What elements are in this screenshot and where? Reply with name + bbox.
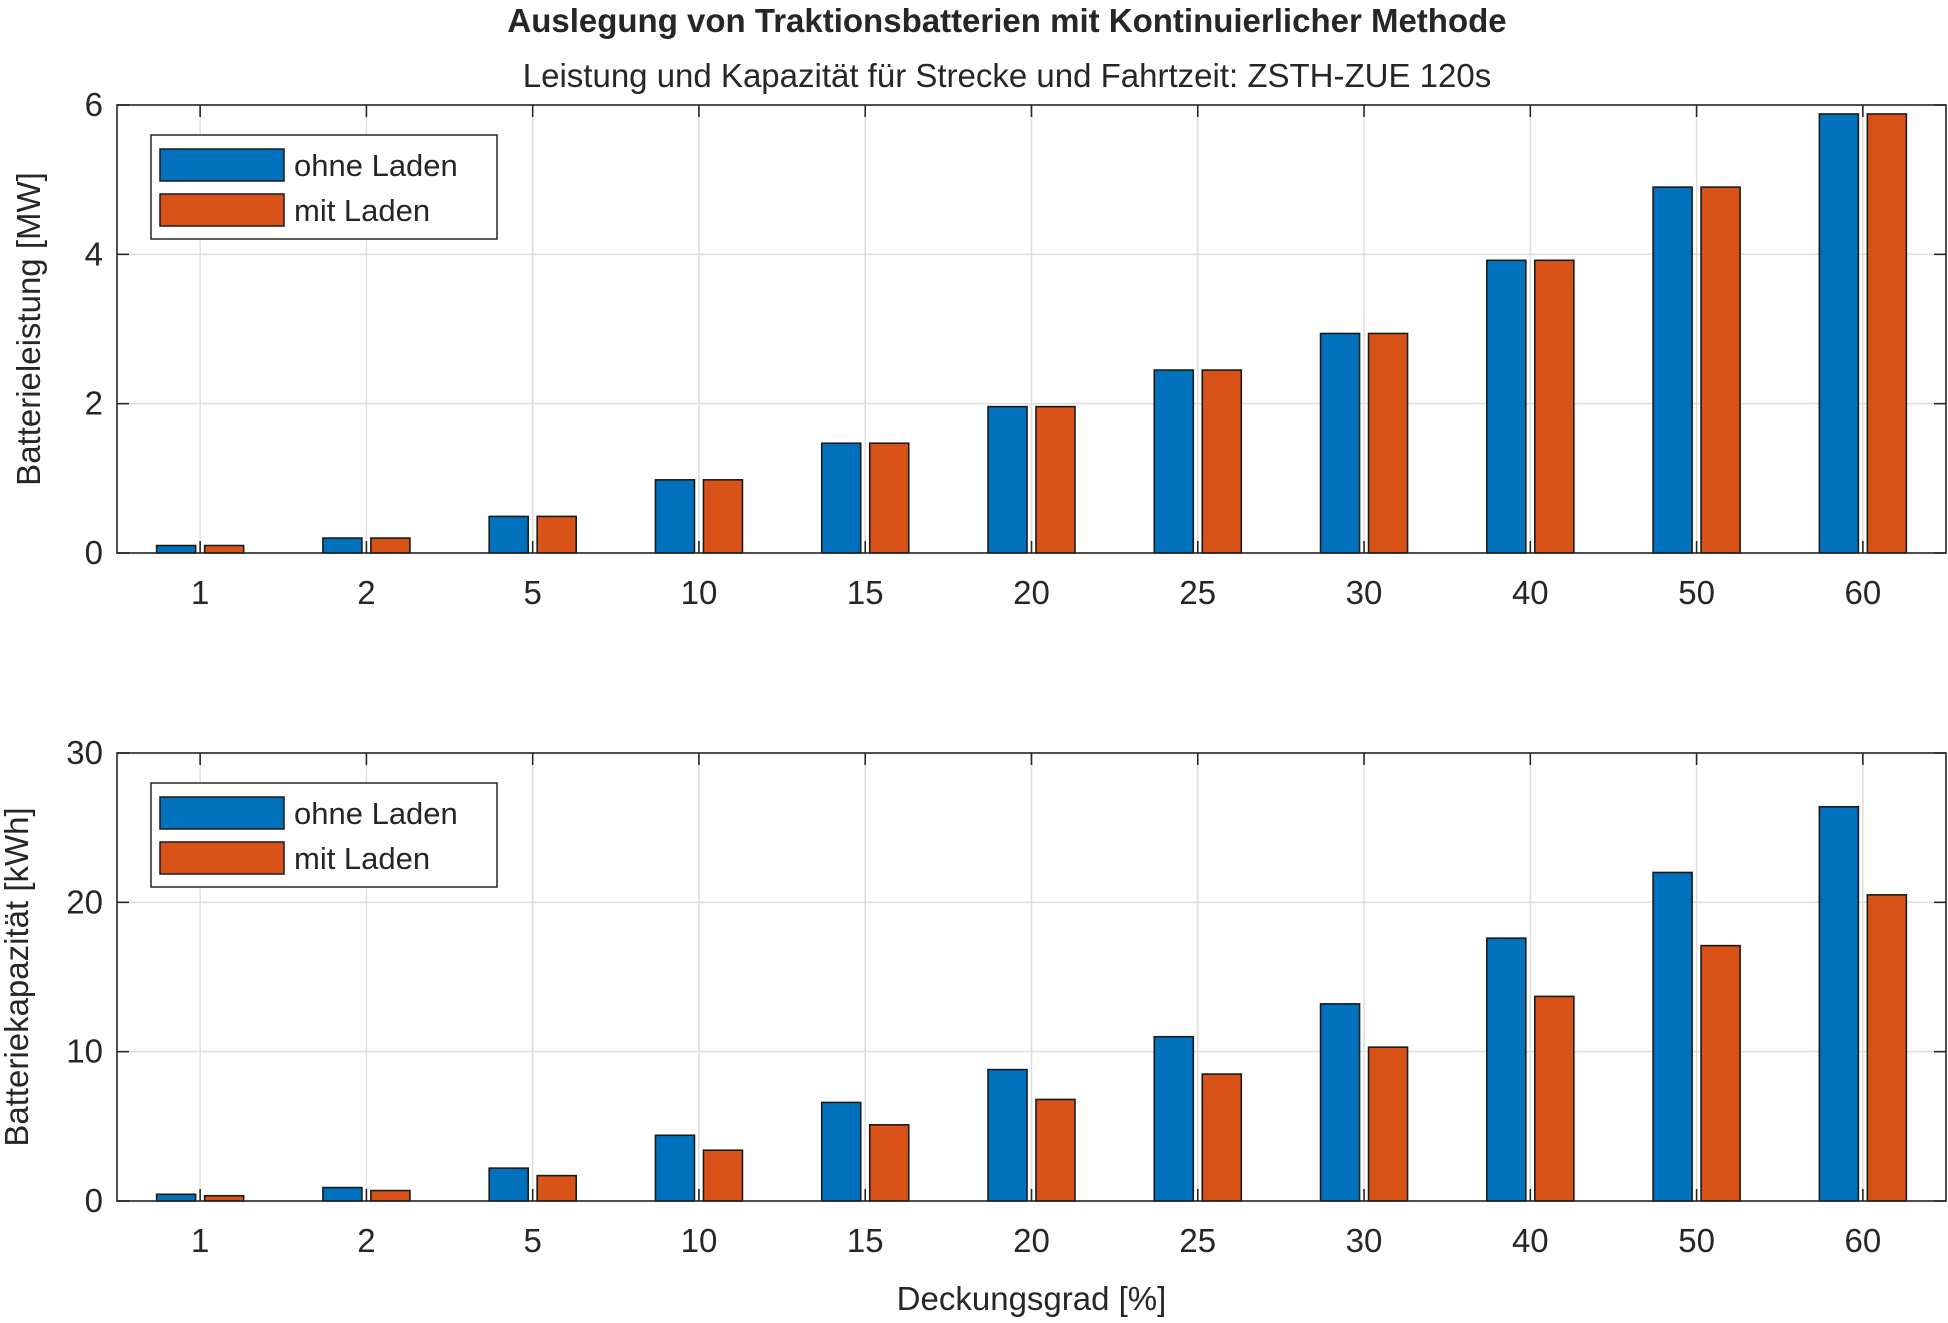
bar-ohne-laden-5 [488,515,529,554]
bar-ohne-laden-1 [155,1193,197,1202]
bar-ohne-laden-30 [1319,332,1361,554]
x-tick-label: 15 [847,574,884,611]
x-tick-label: 10 [681,574,718,611]
bar-ohne-laden-30 [1319,1003,1361,1202]
x-tick-label: 25 [1179,574,1216,611]
bar-mit-laden-2 [370,537,411,554]
bar-mit-laden-25 [1201,369,1243,554]
x-tick-label: 10 [681,1222,718,1259]
legend-swatch-mit-laden [159,193,285,227]
legend-swatch-mit-laden [159,841,285,875]
bar-mit-laden-15 [868,442,910,554]
y-axis-label: Batterieleistung [MW] [10,172,47,486]
bar-ohne-laden-40 [1486,259,1527,554]
legend: ohne Laden mit Laden [150,782,498,888]
x-tick-label: 20 [1013,574,1050,611]
bar-ohne-laden-50 [1652,871,1693,1202]
bar-ohne-laden-15 [820,442,862,554]
x-tick-label: 40 [1512,574,1549,611]
x-tick-label: 30 [1346,1222,1383,1259]
bar-ohne-laden-50 [1652,186,1693,554]
bar-ohne-laden-1 [155,544,197,554]
bar-ohne-laden-20 [987,1068,1028,1202]
bar-mit-laden-10 [702,479,744,554]
bar-mit-laden-60 [1866,113,1908,554]
bar-mit-laden-1 [203,544,245,554]
y-tick-label: 10 [66,1033,103,1070]
x-tick-label: 50 [1678,574,1715,611]
bar-mit-laden-50 [1700,944,1741,1202]
bar-mit-laden-30 [1367,332,1409,554]
bar-ohne-laden-25 [1153,369,1195,554]
bar-ohne-laden-10 [654,1134,696,1202]
x-tick-label: 2 [357,574,375,611]
bar-mit-laden-2 [370,1189,411,1202]
bar-ohne-laden-5 [488,1167,529,1202]
bar-ohne-laden-20 [987,405,1028,554]
x-tick-label: 5 [524,574,542,611]
bar-ohne-laden-60 [1818,805,1860,1202]
bar-mit-laden-20 [1035,405,1076,554]
legend-label-ohne-laden: ohne Laden [294,148,458,183]
chart-subtitle: Leistung und Kapazität für Strecke und F… [523,57,1491,94]
x-tick-label: 20 [1013,1222,1050,1259]
bar-mit-laden-5 [536,515,577,554]
legend-label-mit-laden: mit Laden [294,841,430,876]
y-tick-label: 4 [85,235,103,272]
bar-ohne-laden-25 [1153,1035,1195,1202]
y-tick-label: 30 [66,734,103,771]
bar-ohne-laden-2 [322,1186,363,1202]
bar-mit-laden-5 [536,1174,577,1202]
x-tick-label: 5 [524,1222,542,1259]
legend-swatch-ohne-laden [159,796,285,830]
bar-mit-laden-10 [702,1149,744,1202]
x-tick-label: 40 [1512,1222,1549,1259]
bar-ohne-laden-10 [654,479,696,554]
x-tick-label: 60 [1845,1222,1882,1259]
y-tick-label: 0 [85,1182,103,1219]
x-axis-label: Deckungsgrad [%] [897,1280,1167,1317]
bar-mit-laden-30 [1367,1046,1409,1202]
x-tick-label: 2 [357,1222,375,1259]
bar-ohne-laden-2 [322,537,363,554]
bar-mit-laden-15 [868,1124,910,1202]
bar-ohne-laden-40 [1486,937,1527,1202]
y-tick-label: 20 [66,883,103,920]
bar-mit-laden-50 [1700,186,1741,554]
legend-swatch-ohne-laden [159,148,285,182]
bar-mit-laden-40 [1534,995,1575,1202]
bar-ohne-laden-60 [1818,113,1860,554]
x-tick-label: 25 [1179,1222,1216,1259]
x-tick-label: 15 [847,1222,884,1259]
y-tick-label: 6 [85,86,103,123]
bar-ohne-laden-15 [820,1101,862,1202]
chart-title: Auslegung von Traktionsbatterien mit Kon… [507,2,1506,39]
bar-mit-laden-40 [1534,259,1575,554]
x-tick-label: 1 [191,574,209,611]
y-tick-label: 0 [85,534,103,571]
y-axis-label: Batteriekapazität [kWh] [0,807,35,1146]
x-tick-label: 30 [1346,574,1383,611]
legend-label-ohne-laden: ohne Laden [294,796,458,831]
legend: ohne Laden mit Laden [150,134,498,240]
bar-mit-laden-20 [1035,1098,1076,1202]
x-tick-label: 50 [1678,1222,1715,1259]
bar-mit-laden-60 [1866,894,1908,1202]
bar-mit-laden-25 [1201,1073,1243,1202]
y-tick-label: 2 [85,385,103,422]
x-tick-label: 60 [1845,574,1882,611]
legend-label-mit-laden: mit Laden [294,193,430,228]
x-tick-label: 1 [191,1222,209,1259]
